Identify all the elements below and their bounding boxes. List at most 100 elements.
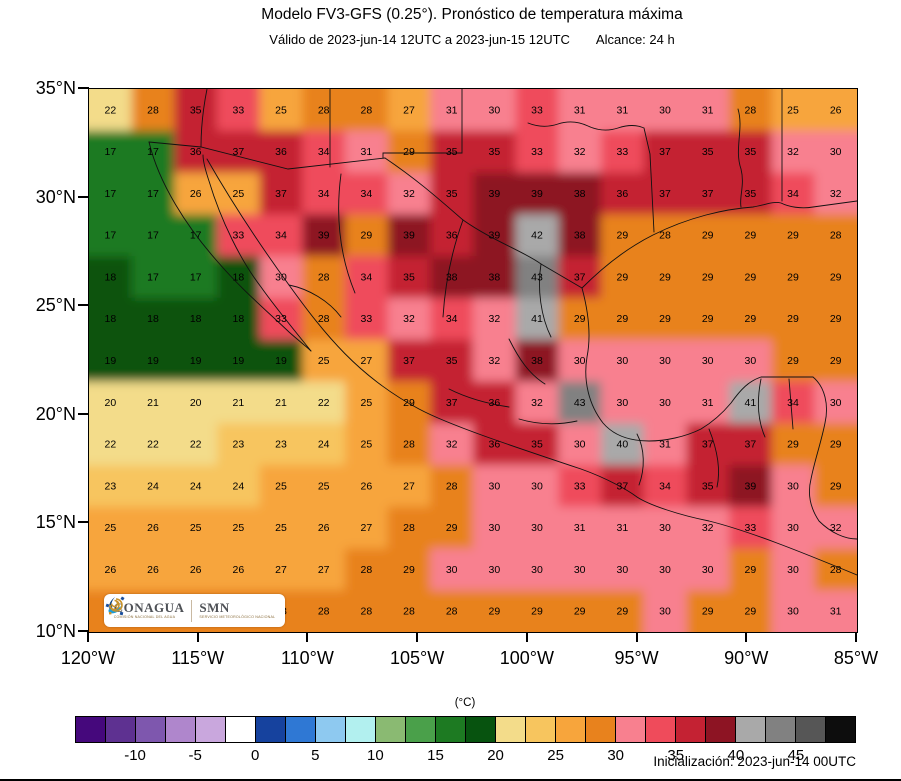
grid-value-label: 28 (403, 439, 415, 451)
grid-value-label: 32 (446, 439, 458, 451)
colorbar-tick-label: 0 (251, 747, 260, 764)
grid-value-label: 17 (147, 230, 159, 242)
grid-value-label: 40 (616, 439, 628, 451)
grid-value-label: 29 (403, 397, 415, 409)
grid-value-label: 26 (147, 522, 159, 534)
grid-value-label: 29 (616, 230, 628, 242)
grid-value-label: 31 (616, 522, 628, 534)
grid-value-label: 29 (830, 271, 842, 283)
grid-value-label: 30 (616, 564, 628, 576)
grid-value-label: 33 (232, 230, 244, 242)
grid-value-label: 20 (104, 397, 116, 409)
grid-value-label: 19 (104, 355, 116, 367)
grid-value-label: 30 (488, 522, 500, 534)
grid-value-label: 43 (574, 397, 586, 409)
grid-value-label: 30 (744, 355, 756, 367)
grid-value-label: 24 (318, 439, 330, 451)
grid-value-label: 29 (787, 230, 799, 242)
grid-value-label: 34 (318, 146, 330, 158)
grid-value-label: 29 (488, 606, 500, 618)
grid-value-label: 25 (787, 104, 799, 116)
grid-value-label: 29 (616, 313, 628, 325)
grid-value-label: 24 (190, 480, 202, 492)
colorbar-tick-label: 30 (607, 747, 625, 764)
grid-value-label: 22 (104, 104, 116, 116)
y-axis-tick-mark (78, 87, 89, 89)
grid-value-label: 29 (787, 439, 799, 451)
grid-value-label: 25 (360, 397, 372, 409)
grid-value-label: 24 (232, 480, 244, 492)
grid-value-label: 30 (616, 355, 628, 367)
grid-value-label: 31 (616, 104, 628, 116)
conagua-tagline: COMISIÓN NACIONAL DEL AGUA (113, 614, 176, 619)
colorbar-tick-label: -5 (188, 747, 202, 764)
grid-value-label: 25 (232, 522, 244, 534)
colorbar-segment (646, 717, 675, 742)
coastline-borders (148, 89, 857, 576)
grid-value-label: 31 (702, 104, 714, 116)
grid-value-label: 21 (147, 397, 159, 409)
x-axis-tick-mark (745, 632, 748, 642)
grid-value-label: 22 (318, 397, 330, 409)
grid-value-label: 35 (446, 146, 458, 158)
grid-value-label: 23 (232, 439, 244, 451)
grid-value-label: 33 (574, 480, 586, 492)
grid-value-label: 29 (830, 355, 842, 367)
grid-value-label: 36 (616, 188, 628, 200)
grid-value-label: 34 (787, 397, 799, 409)
grid-value-label: 29 (574, 313, 586, 325)
grid-value-label: 28 (403, 522, 415, 534)
grid-value-label: 28 (830, 564, 842, 576)
smn-tagline: SERVICIO METEOROLÓGICO NACIONAL (199, 614, 276, 619)
grid-value-label: 25 (275, 104, 287, 116)
x-axis-tick-mark (87, 632, 89, 642)
y-axis-tick-label: 10°N (35, 621, 76, 641)
colorbar-segment (556, 717, 585, 742)
grid-value-label: 17 (104, 230, 116, 242)
colorbar-segment (406, 717, 435, 742)
grid-value-label: 29 (744, 606, 756, 618)
colorbar-segment (616, 717, 645, 742)
colorbar-segment (826, 717, 855, 742)
colorbar-tick-label: 45 (787, 747, 805, 764)
grid-value-label: 29 (830, 480, 842, 492)
grid-value-label: 26 (830, 104, 842, 116)
grid-value-label: 30 (659, 104, 671, 116)
grid-value-label: 28 (318, 271, 330, 283)
grid-value-label: 29 (360, 230, 372, 242)
grid-value-label: 33 (360, 313, 372, 325)
grid-value-label: 22 (104, 439, 116, 451)
grid-value-label: 30 (531, 480, 543, 492)
grid-value-label: 29 (659, 313, 671, 325)
colorbar-tick-label: 35 (667, 747, 685, 764)
grid-value-label: 17 (190, 271, 202, 283)
colorbar-segment (106, 717, 135, 742)
grid-value-label: 34 (275, 230, 287, 242)
grid-value-label: 29 (830, 439, 842, 451)
grid-value-label: 41 (744, 397, 756, 409)
grid-value-label: 28 (318, 313, 330, 325)
grid-value-label: 29 (744, 564, 756, 576)
grid-value-label: 30 (616, 397, 628, 409)
valid-range-text: Válido de 2023-jun-14 12UTC a 2023-jun-1… (269, 32, 570, 47)
grid-value-label: 26 (190, 564, 202, 576)
grid-value-label: 29 (531, 606, 543, 618)
grid-value-label: 29 (403, 564, 415, 576)
grid-value-label: 35 (531, 439, 543, 451)
grid-value-label: 25 (318, 480, 330, 492)
grid-value-label: 30 (275, 271, 287, 283)
grid-value-label: 26 (232, 564, 244, 576)
colorbar-tick-label: 5 (311, 747, 320, 764)
grid-value-label: 30 (702, 564, 714, 576)
grid-value-label: 30 (574, 355, 586, 367)
grid-value-label: 18 (232, 271, 244, 283)
grid-value-label: 18 (104, 271, 116, 283)
grid-value-label: 30 (787, 522, 799, 534)
colorbar-segment (496, 717, 525, 742)
grid-value-label: 33 (232, 104, 244, 116)
grid-value-label: 30 (787, 564, 799, 576)
colorbar-tick-label: 10 (367, 747, 384, 764)
x-axis-tick-label: 95°W (614, 648, 659, 668)
colorbar-segment (706, 717, 735, 742)
grid-value-label: 32 (830, 522, 842, 534)
